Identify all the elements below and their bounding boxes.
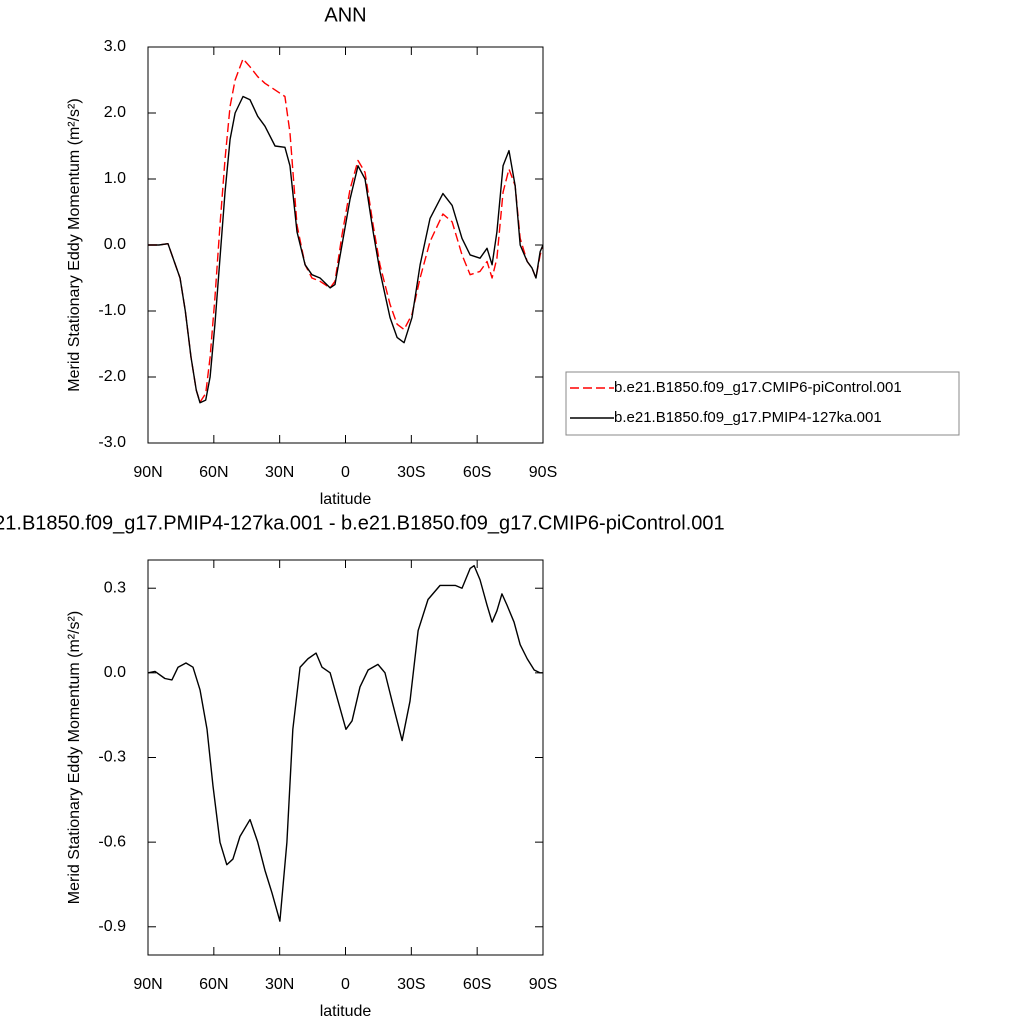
x-tick-label: 60N: [199, 976, 228, 993]
y-tick-label: -0.6: [98, 833, 126, 850]
x-tick-label: 90S: [529, 976, 557, 993]
plot-area: [148, 564, 543, 922]
x-tick-label: 60S: [463, 464, 491, 481]
y-tick-label: 0.3: [104, 579, 126, 596]
x-tick-label: 90N: [133, 464, 162, 481]
x-tick-label: 30N: [265, 464, 294, 481]
chart-panel: ANN 90N 60N 30N 0 30S 60S 90S 3.0 2.0 1.0 0.0 -1.0 -2…: [66, 4, 960, 508]
x-axis-label: latitude: [320, 1003, 372, 1020]
y-tick-label: 2.0: [104, 104, 126, 121]
y-tick-label: 3.0: [104, 38, 126, 55]
x-tick-label: 30S: [397, 976, 425, 993]
chart-title: ANN: [324, 4, 366, 26]
legend: b.e21.B1850.f09_g17.CMIP6-piControl.001b…: [565, 371, 960, 436]
legend-label: b.e21.B1850.f09_g17.PMIP4-127ka.001: [614, 409, 882, 426]
y-tick-label: -2.0: [98, 368, 126, 385]
x-tick-label: 30S: [397, 464, 425, 481]
x-tick-label: 90S: [529, 464, 557, 481]
data-line: [148, 58, 543, 403]
y-tick-label: 0.0: [104, 664, 126, 681]
x-tick-label: 90N: [133, 976, 162, 993]
legend-label: b.e21.B1850.f09_g17.CMIP6-piControl.001: [614, 379, 902, 396]
x-tick-label: 0: [341, 464, 350, 481]
chart-panel: b.e21.B1850.f09_g17.PMIP4-127ka.001 - b.…: [0, 512, 725, 1020]
legend-box: [565, 371, 960, 436]
plot-frame: [147, 559, 544, 956]
y-tick-label: -1.0: [98, 302, 126, 319]
x-tick-label: 30N: [265, 976, 294, 993]
x-tick-label: 60N: [199, 464, 228, 481]
y-axis-label: Merid Stationary Eddy Momentum (m²/s²): [66, 611, 83, 904]
data-line: [148, 95, 543, 404]
y-tick-label: -0.3: [98, 749, 126, 766]
x-tick-label: 60S: [463, 976, 491, 993]
y-tick-label: 1.0: [104, 170, 126, 187]
x-tick-label: 0: [341, 976, 350, 993]
y-axis-label: Merid Stationary Eddy Momentum (m²/s²): [66, 98, 83, 391]
x-axis-label: latitude: [320, 491, 372, 508]
y-tick-label: -0.9: [98, 918, 126, 935]
data-line: [148, 564, 543, 922]
chart-title: b.e21.B1850.f09_g17.PMIP4-127ka.001 - b.…: [0, 512, 725, 534]
plot-area: [148, 58, 543, 404]
y-tick-label: 0.0: [104, 236, 126, 253]
y-tick-label: -3.0: [98, 434, 126, 451]
